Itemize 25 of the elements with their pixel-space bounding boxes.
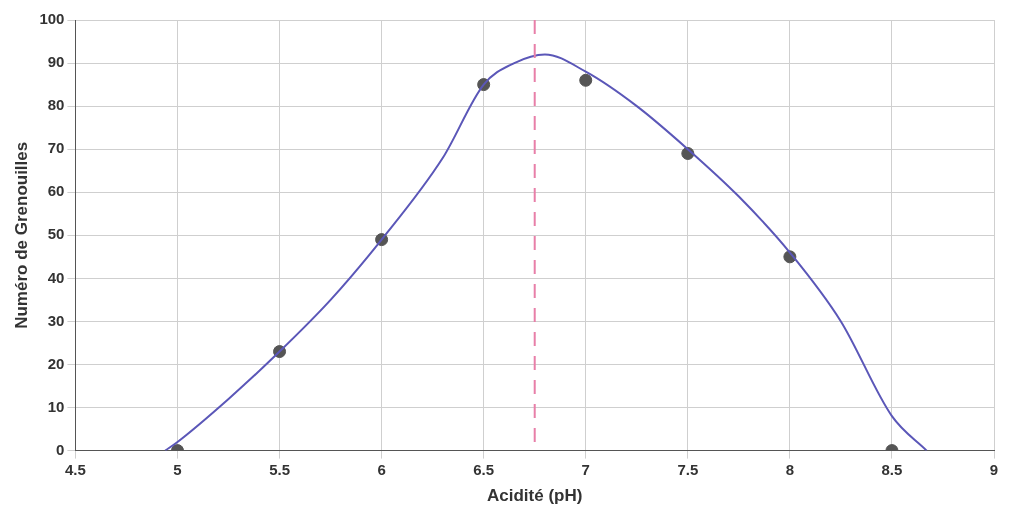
y-tick-label: 30 bbox=[47, 311, 65, 329]
y-tick-label: 50 bbox=[47, 225, 65, 243]
x-tick-label: 7 bbox=[581, 460, 590, 478]
x-tick-label: 5.5 bbox=[269, 460, 290, 478]
x-tick-label: 7.5 bbox=[677, 460, 699, 478]
y-tick-label: 80 bbox=[47, 96, 65, 114]
y-tick-label: 90 bbox=[47, 53, 65, 71]
x-tick-label: 6 bbox=[377, 460, 386, 478]
y-tick-label: 40 bbox=[47, 268, 65, 286]
line-series bbox=[164, 53, 928, 451]
y-tick-label: 70 bbox=[47, 139, 65, 157]
x-tick-label: 9 bbox=[989, 460, 999, 478]
y-tick-label: 100 bbox=[39, 10, 65, 28]
x-tick-label: 8.5 bbox=[881, 460, 903, 478]
point bbox=[579, 73, 593, 87]
x-axis-title: Acidité (pH) bbox=[487, 486, 583, 506]
x-tick-label: 6.5 bbox=[473, 460, 495, 478]
x-tick-label: 8 bbox=[785, 460, 795, 478]
y-tick-label: 0 bbox=[56, 440, 65, 458]
x-tick-label: 4.5 bbox=[65, 460, 86, 478]
y-tick-label: 20 bbox=[47, 354, 65, 372]
x-tick-label: 5 bbox=[173, 460, 182, 478]
y-tick-label: 60 bbox=[47, 182, 65, 200]
y-axis-title: Numéro de Grenouilles bbox=[11, 141, 31, 329]
y-tick-label: 10 bbox=[47, 397, 65, 415]
